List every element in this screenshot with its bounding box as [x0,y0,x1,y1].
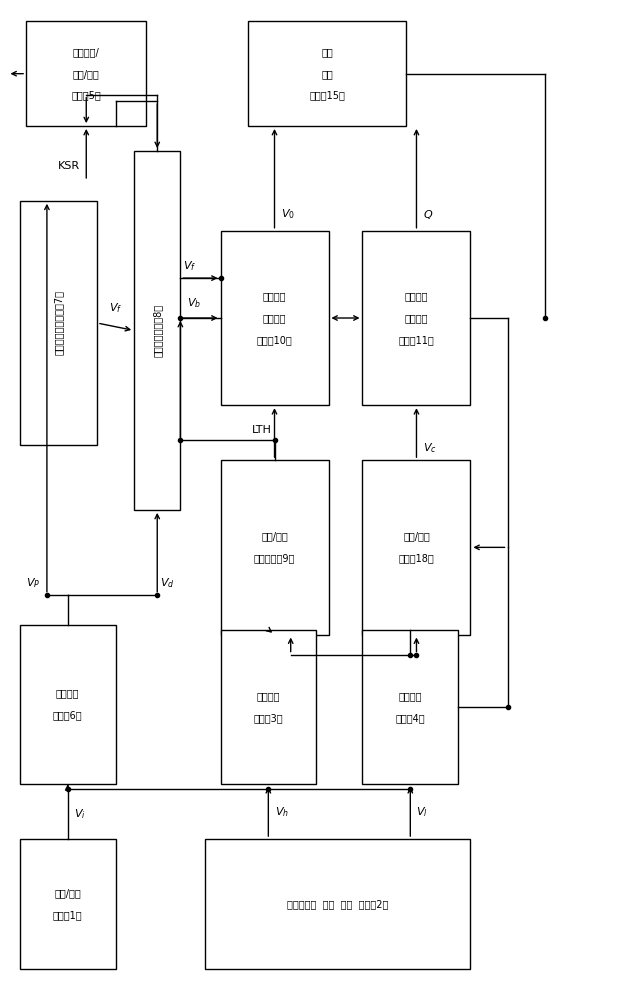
Bar [20,839,115,969]
Text: $V_i$: $V_i$ [74,807,86,821]
Text: LTH: LTH [252,425,272,435]
Bar [20,625,115,784]
Text: 逻辑控制电路（8）: 逻辑控制电路（8） [153,304,162,357]
Bar [20,201,97,445]
Text: 电路（18）: 电路（18） [399,553,435,563]
Text: $V_P$: $V_P$ [27,576,41,590]
Text: 限流保护: 限流保护 [405,313,428,323]
Bar [221,630,316,784]
Text: $V_0$: $V_0$ [281,207,294,221]
Bar [26,21,146,126]
Bar [205,839,471,969]
Text: 电路（3）: 电路（3） [254,713,283,723]
Text: 电路（10）: 电路（10） [257,335,293,345]
Text: 极限基准设置电路（7）: 极限基准设置电路（7） [53,290,63,355]
Text: 传感/积分: 传感/积分 [55,888,81,898]
Text: $V_d$: $V_d$ [161,576,175,590]
Text: 电路（11）: 电路（11） [399,335,435,345]
Text: 保量/复位: 保量/复位 [73,69,100,79]
Bar [248,21,405,126]
Text: 计数/定时: 计数/定时 [403,531,430,541]
Text: 电路（15）: 电路（15） [309,91,345,101]
Text: 驱动: 驱动 [321,47,333,57]
Text: 执行: 执行 [321,69,333,79]
Text: 电路（1）: 电路（1） [53,910,82,920]
Text: 触发电路（9）: 触发电路（9） [254,553,295,563]
Bar [221,460,329,635]
Text: 计时输出: 计时输出 [405,291,428,301]
Text: $V_h$: $V_h$ [275,805,288,819]
Bar [363,460,471,635]
Text: 上限、下限  基准  设置  电路（2）: 上限、下限 基准 设置 电路（2） [287,899,389,909]
Text: $V_f$: $V_f$ [109,301,122,315]
Text: 限流保护: 限流保护 [263,313,286,323]
Text: 电路（5）: 电路（5） [71,91,101,101]
Text: 模式控制/: 模式控制/ [73,47,100,57]
Text: $V_b$: $V_b$ [187,296,201,310]
Text: 电路（4）: 电路（4） [396,713,425,723]
Text: $V_f$: $V_f$ [184,259,197,273]
Text: 上限比较: 上限比较 [257,691,280,701]
Bar [221,231,329,405]
Text: $Q$: $Q$ [423,208,433,221]
Text: 下限比较: 下限比较 [399,691,422,701]
Text: $V_l$: $V_l$ [417,805,428,819]
Text: $V_c$: $V_c$ [423,441,436,455]
Text: 限控输出: 限控输出 [263,291,286,301]
Text: 超极保护: 超极保护 [56,688,79,698]
Bar [363,630,458,784]
Text: 超极/超限: 超极/超限 [261,531,288,541]
Bar [134,151,180,510]
Text: KSR: KSR [58,161,80,171]
Text: 电路（6）: 电路（6） [53,710,82,720]
Bar [363,231,471,405]
